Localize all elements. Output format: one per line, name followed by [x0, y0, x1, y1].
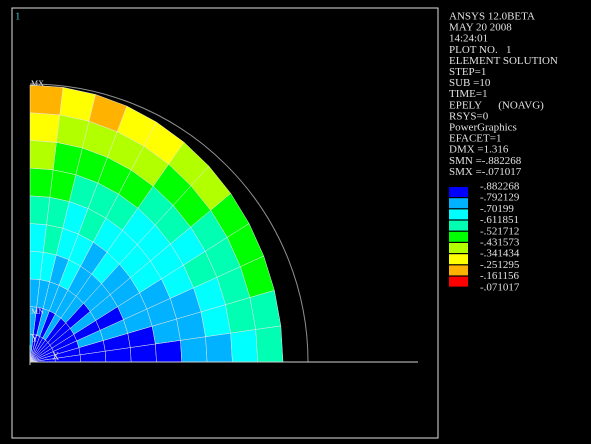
legend-label: -.251295	[480, 259, 520, 271]
info-line: 14:24:01	[449, 33, 488, 45]
legend: -.882268-.792129-.70199-.611851-.521712-…	[449, 181, 520, 293]
info-line: SUB =10	[449, 77, 491, 89]
mesh-cell	[180, 336, 208, 363]
mesh-cell	[205, 332, 233, 363]
legend-label: -.521712	[480, 225, 519, 237]
legend-label: -.431573	[480, 237, 520, 249]
legend-label: -.071017	[480, 281, 520, 293]
info-line: SMN =-.882268	[449, 155, 522, 167]
info-line: DMX =1.316	[449, 144, 509, 156]
contour-mesh	[29, 84, 284, 363]
legend-label: -.341434	[480, 248, 520, 260]
info-line: EFACET=1	[449, 133, 501, 145]
legend-label: -.611851	[480, 214, 519, 226]
mesh-cell	[255, 325, 284, 363]
max-label: MX	[31, 79, 44, 88]
mesh-cell	[29, 112, 61, 143]
window-number: 1	[15, 11, 21, 23]
info-line: ANSYS 12.0BETA	[449, 11, 535, 23]
plot-frame	[11, 7, 439, 439]
legend-label: -.70199	[480, 203, 514, 215]
min-label: MN	[31, 307, 44, 316]
legend-swatch	[449, 254, 468, 265]
info-line: MAY 20 2008	[449, 22, 512, 34]
legend-label: -.161156	[480, 270, 520, 282]
legend-swatch	[449, 209, 468, 220]
mesh-cell	[230, 329, 258, 363]
legend-swatch	[449, 243, 468, 253]
legend-swatch	[449, 187, 468, 197]
info-line: STEP=1	[449, 66, 486, 78]
undeformed-outline	[29, 83, 309, 363]
info-line: PowerGraphics	[449, 122, 517, 134]
legend-swatch	[449, 231, 468, 242]
info-line: TIME=1	[449, 88, 488, 100]
legend-swatch	[449, 198, 468, 209]
info-line: RSYS=0	[449, 110, 489, 122]
legend-swatch	[449, 220, 468, 231]
legend-swatch	[449, 265, 468, 276]
mesh-cell	[29, 167, 54, 198]
triad-x-label: X	[52, 351, 60, 362]
mesh-cell	[29, 195, 51, 225]
info-line: ELEMENT SOLUTION	[449, 55, 558, 67]
info-line: PLOT NO. 1	[449, 44, 511, 56]
legend-swatch	[449, 276, 468, 287]
triad-y-label: Y	[31, 333, 38, 344]
legend-label: -.792129	[480, 192, 520, 204]
mesh-cell	[29, 140, 57, 171]
mesh-cell	[29, 84, 64, 116]
info-line: SMX =-.071017	[449, 166, 522, 178]
legend-label: -.882268	[480, 181, 520, 193]
info-line: EPELY (NOAVG)	[449, 99, 544, 111]
